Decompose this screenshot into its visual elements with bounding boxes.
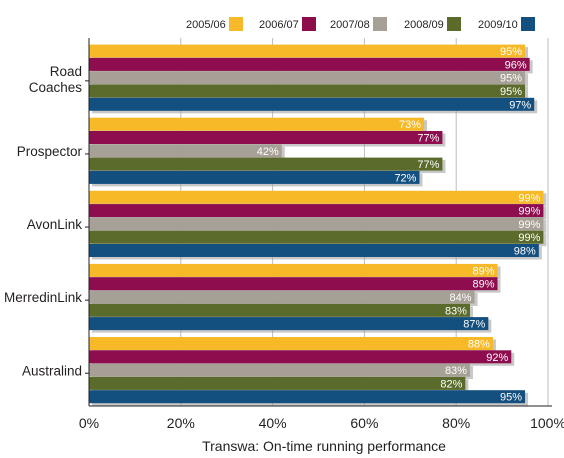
bar-road-coaches-2005-06 xyxy=(89,44,526,58)
data-label-merredinlink-2008-09: 83% xyxy=(445,305,467,317)
bar-merredinlink-2009-10 xyxy=(89,317,489,331)
data-label-prospector-2005-06: 73% xyxy=(399,119,421,131)
bars: 95%96%95%95%97%73%77%42%77%72%99%99%99%9… xyxy=(89,44,547,406)
bar-prospector-2009-10 xyxy=(89,170,420,184)
data-label-avonlink-2005-06: 99% xyxy=(518,192,540,204)
category-label-australind: Australind xyxy=(22,363,82,378)
x-tick-labels: 0% 20% 40% 60% 80% 100% xyxy=(79,415,564,431)
legend-label-2005-06: 2005/06 xyxy=(186,19,226,31)
data-label-road-coaches-2007-08: 95% xyxy=(500,73,522,85)
bar-prospector-2006-07 xyxy=(89,131,443,144)
category-label-prospector: Prospector xyxy=(17,144,83,159)
data-label-avonlink-2008-09: 99% xyxy=(518,232,540,244)
legend-swatch-2005-06 xyxy=(229,17,243,31)
bar-australind-2007-08 xyxy=(89,363,470,377)
data-label-road-coaches-2009-10: 97% xyxy=(509,99,531,111)
data-label-avonlink-2006-07: 99% xyxy=(518,206,540,218)
bar-australind-2006-07 xyxy=(89,350,512,364)
bar-merredinlink-2006-07 xyxy=(89,277,498,291)
bar-merredinlink-2008-09 xyxy=(89,303,470,317)
bar-prospector-2005-06 xyxy=(89,117,425,131)
x-tick-0: 0% xyxy=(79,415,99,431)
data-label-road-coaches-2005-06: 95% xyxy=(500,46,522,58)
data-label-australind-2008-09: 82% xyxy=(440,378,462,390)
data-label-avonlink-2007-08: 99% xyxy=(518,219,540,231)
bar-avonlink-2007-08 xyxy=(89,217,544,231)
x-tick-80: 80% xyxy=(442,415,470,431)
legend-swatch-2006-07 xyxy=(302,17,316,31)
bar-australind-2009-10 xyxy=(89,390,526,404)
data-label-prospector-2006-07: 77% xyxy=(417,133,439,145)
legend-swatch-2008-09 xyxy=(447,17,461,31)
data-label-prospector-2007-08: 42% xyxy=(257,146,279,158)
category-label-avonlink: AvonLink xyxy=(27,217,83,232)
legend: 2005/06 2006/07 2007/08 2008/09 2009/10 xyxy=(186,17,535,31)
legend-label-2008-09: 2008/09 xyxy=(404,19,444,31)
data-label-road-coaches-2008-09: 95% xyxy=(500,86,522,98)
data-label-road-coaches-2006-07: 96% xyxy=(505,59,527,71)
category-label-road-coaches: Road Coaches xyxy=(29,64,83,95)
data-label-merredinlink-2005-06: 89% xyxy=(472,265,494,277)
data-label-merredinlink-2007-08: 84% xyxy=(450,292,472,304)
bar-avonlink-2005-06 xyxy=(89,190,544,204)
data-label-merredinlink-2006-07: 89% xyxy=(472,279,494,291)
legend-label-2006-07: 2006/07 xyxy=(259,19,299,31)
data-label-australind-2005-06: 88% xyxy=(468,339,490,351)
bar-road-coaches-2008-09 xyxy=(89,84,526,98)
data-label-merredinlink-2009-10: 87% xyxy=(463,319,485,331)
bar-prospector-2007-08 xyxy=(89,144,282,158)
bar-avonlink-2008-09 xyxy=(89,230,544,244)
data-label-prospector-2009-10: 72% xyxy=(394,172,416,184)
data-label-avonlink-2009-10: 98% xyxy=(514,246,536,258)
x-tick-20: 20% xyxy=(167,415,195,431)
bar-road-coaches-2006-07 xyxy=(89,57,530,71)
bar-prospector-2008-09 xyxy=(89,157,443,171)
bar-avonlink-2006-07 xyxy=(89,204,544,218)
legend-swatch-2007-08 xyxy=(373,17,387,31)
axes xyxy=(85,38,552,407)
data-label-australind-2007-08: 83% xyxy=(445,365,467,377)
category-labels: Road Coaches Prospector AvonLink MerredinLin… xyxy=(4,64,83,378)
bar-merredinlink-2007-08 xyxy=(89,290,475,304)
bar-australind-2008-09 xyxy=(89,376,466,390)
bar-avonlink-2009-10 xyxy=(89,244,539,257)
legend-swatch-2009-10 xyxy=(521,17,535,31)
legend-label-2009-10: 2009/10 xyxy=(478,19,518,31)
legend-label-2007-08: 2007/08 xyxy=(330,19,370,31)
x-tick-100: 100% xyxy=(530,415,564,431)
bar-road-coaches-2007-08 xyxy=(89,71,526,85)
x-tick-40: 40% xyxy=(259,415,287,431)
bar-merredinlink-2005-06 xyxy=(89,263,498,277)
x-tick-60: 60% xyxy=(350,415,378,431)
category-label-merredinlink: MerredinLink xyxy=(4,290,82,305)
data-label-australind-2006-07: 92% xyxy=(486,352,508,364)
bar-road-coaches-2009-10 xyxy=(89,97,535,111)
data-label-australind-2009-10: 95% xyxy=(500,392,522,404)
bar-australind-2005-06 xyxy=(89,337,493,350)
x-axis-label: Transwa: On-time running performance xyxy=(202,438,446,454)
data-label-prospector-2008-09: 77% xyxy=(417,159,439,171)
